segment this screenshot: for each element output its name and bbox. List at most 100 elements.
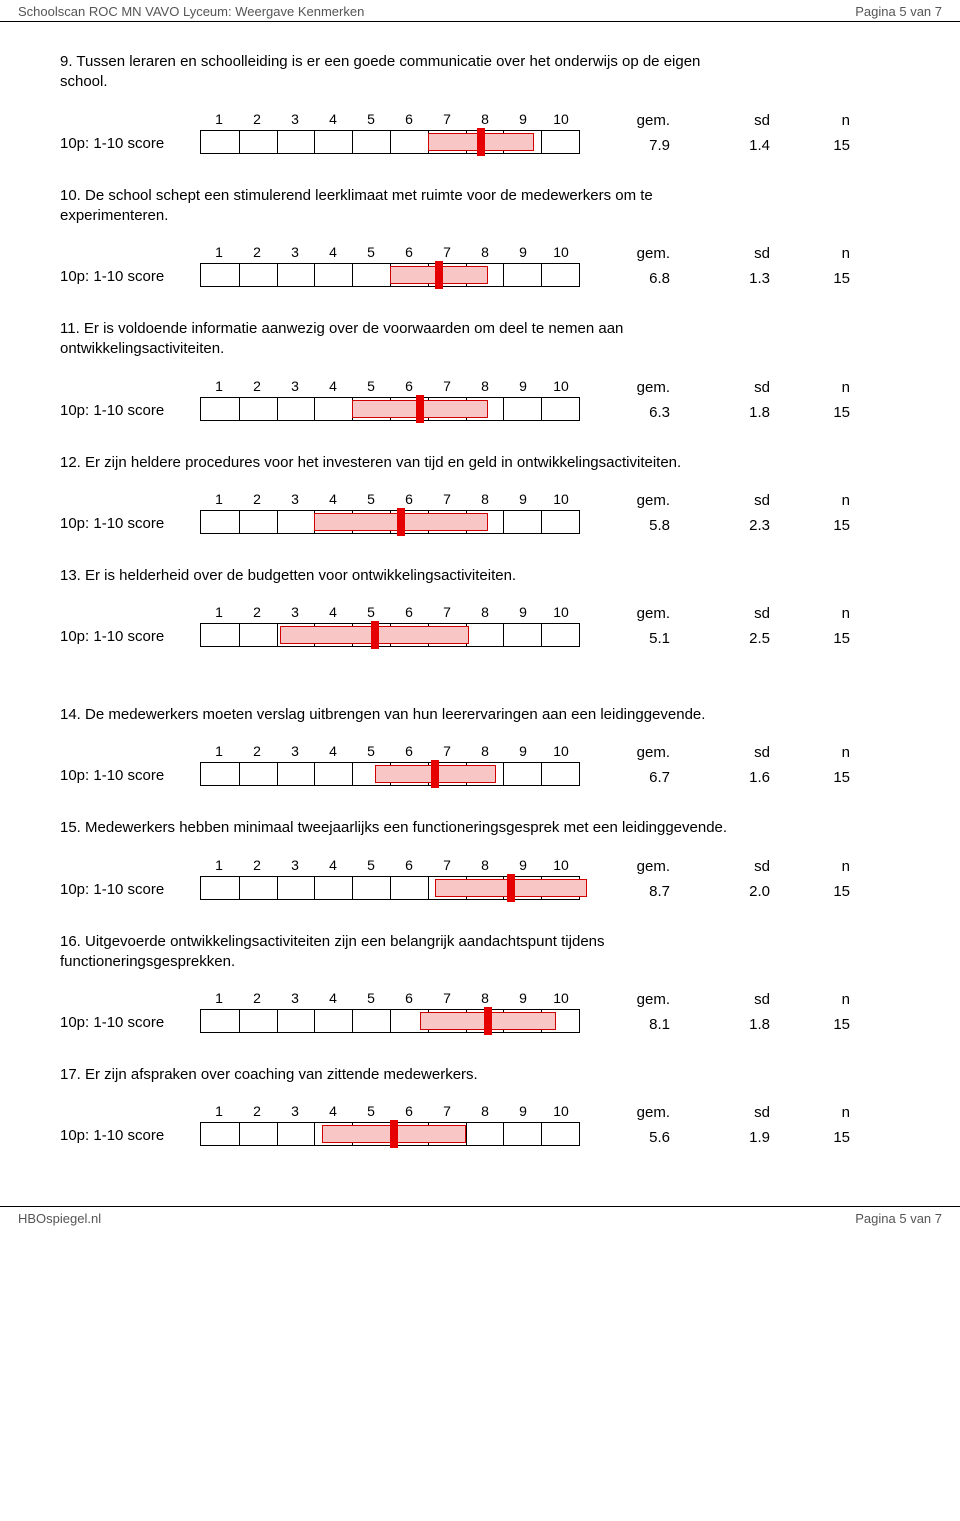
chart-header-row: 12345678910gem.sdn	[60, 604, 900, 622]
grid-tick	[466, 1123, 467, 1145]
mean-marker	[484, 1007, 492, 1035]
grid-tick	[541, 131, 542, 153]
grid-tick	[352, 877, 353, 899]
row-label: 10p: 1-10 score	[60, 402, 200, 421]
stats-values: 6.71.615	[580, 769, 900, 786]
col-n-label: n	[770, 379, 850, 396]
scale-tick-label: 3	[276, 604, 314, 622]
scale-tick-label: 4	[314, 857, 352, 875]
scale-tick-label: 5	[352, 111, 390, 129]
grid-tick	[277, 398, 278, 420]
scale-tick-label: 4	[314, 743, 352, 761]
scale-tick-label: 9	[504, 990, 542, 1008]
scale-tick-label: 6	[390, 111, 428, 129]
stats-values: 7.91.415	[580, 137, 900, 154]
sd-value: 1.9	[670, 1129, 770, 1146]
scale-tick-label: 6	[390, 604, 428, 622]
stats-values: 5.12.515	[580, 630, 900, 647]
scale-tick-label: 10	[542, 743, 580, 761]
scale-numbers: 12345678910	[200, 378, 580, 396]
question-block: 16. Uitgevoerde ontwikkelingsactiviteite…	[60, 932, 900, 1034]
col-gem-label: gem.	[590, 1104, 670, 1121]
row-label: 10p: 1-10 score	[60, 1127, 200, 1146]
footer-left: HBOspiegel.nl	[18, 1211, 101, 1226]
scale-tick-label: 4	[314, 378, 352, 396]
scale-tick-label: 1	[200, 244, 238, 262]
n-value: 15	[770, 517, 850, 534]
page-content: 9. Tussen leraren en schoolleiding is er…	[0, 22, 960, 1146]
scale-tick-label: 2	[238, 111, 276, 129]
question-text: 16. Uitgevoerde ontwikkelingsactiviteite…	[60, 932, 740, 973]
question-text: 17. Er zijn afspraken over coaching van …	[60, 1065, 740, 1085]
scale-tick-label: 3	[276, 743, 314, 761]
grid-tick	[314, 1123, 315, 1145]
scale-tick-label: 5	[352, 604, 390, 622]
scale-tick-label: 8	[466, 1103, 504, 1121]
chart-header-row: 12345678910gem.sdn	[60, 1103, 900, 1121]
bar-track	[200, 397, 580, 421]
scale-tick-label: 2	[238, 743, 276, 761]
col-gem-label: gem.	[590, 245, 670, 262]
grid-tick	[277, 763, 278, 785]
row-label-spacer	[60, 507, 200, 509]
chart-data-row: 10p: 1-10 score6.81.315	[60, 263, 900, 287]
scale-tick-label: 9	[504, 378, 542, 396]
col-gem-label: gem.	[590, 492, 670, 509]
col-n-label: n	[770, 991, 850, 1008]
col-sd-label: sd	[670, 991, 770, 1008]
scale-tick-label: 2	[238, 857, 276, 875]
n-value: 15	[770, 630, 850, 647]
scale-numbers: 12345678910	[200, 990, 580, 1008]
mean-marker	[397, 508, 405, 536]
question-block: 14. De medewerkers moeten verslag uitbre…	[60, 705, 900, 786]
chart-data-row: 10p: 1-10 score8.72.015	[60, 876, 900, 900]
bar-track	[200, 762, 580, 786]
grid-tick	[541, 1123, 542, 1145]
mean-marker	[435, 261, 443, 289]
col-sd-label: sd	[670, 605, 770, 622]
stats-values: 5.61.915	[580, 1129, 900, 1146]
scale-tick-label: 9	[504, 604, 542, 622]
question-block: 15. Medewerkers hebben minimaal tweejaar…	[60, 818, 900, 899]
chart-area	[200, 510, 580, 534]
grid-tick	[390, 131, 391, 153]
chart-area	[200, 263, 580, 287]
grid-tick	[352, 131, 353, 153]
scale-tick-label: 10	[542, 111, 580, 129]
scale-numbers-wrap: 12345678910	[200, 491, 580, 509]
col-n-label: n	[770, 858, 850, 875]
stats-values: 5.82.315	[580, 517, 900, 534]
row-label: 10p: 1-10 score	[60, 628, 200, 647]
sd-value: 2.3	[670, 517, 770, 534]
row-label-spacer	[60, 1119, 200, 1121]
scale-tick-label: 6	[390, 244, 428, 262]
scale-tick-label: 5	[352, 743, 390, 761]
bar-track	[200, 1122, 580, 1146]
header-left: Schoolscan ROC MN VAVO Lyceum: Weergave …	[18, 4, 364, 19]
bar-track	[200, 263, 580, 287]
grid-tick	[503, 624, 504, 646]
n-value: 15	[770, 883, 850, 900]
scale-numbers: 12345678910	[200, 244, 580, 262]
stats-values: 6.31.815	[580, 404, 900, 421]
col-sd-label: sd	[670, 858, 770, 875]
row-label-spacer	[60, 394, 200, 396]
scale-tick-label: 1	[200, 111, 238, 129]
scale-tick-label: 1	[200, 990, 238, 1008]
scale-tick-label: 7	[428, 857, 466, 875]
bar-track	[200, 1009, 580, 1033]
chart-header-row: 12345678910gem.sdn	[60, 491, 900, 509]
grid-tick	[239, 511, 240, 533]
mean-marker	[371, 621, 379, 649]
grid-tick	[503, 1123, 504, 1145]
row-label-spacer	[60, 127, 200, 129]
col-sd-label: sd	[670, 379, 770, 396]
question-text: 10. De school schept een stimulerend lee…	[60, 186, 740, 227]
row-label: 10p: 1-10 score	[60, 268, 200, 287]
scale-numbers-wrap: 12345678910	[200, 111, 580, 129]
grid-tick	[352, 264, 353, 286]
stats-header: gem.sdn	[580, 858, 900, 875]
mean-marker	[416, 395, 424, 423]
grid-tick	[541, 511, 542, 533]
bar-track	[200, 876, 580, 900]
